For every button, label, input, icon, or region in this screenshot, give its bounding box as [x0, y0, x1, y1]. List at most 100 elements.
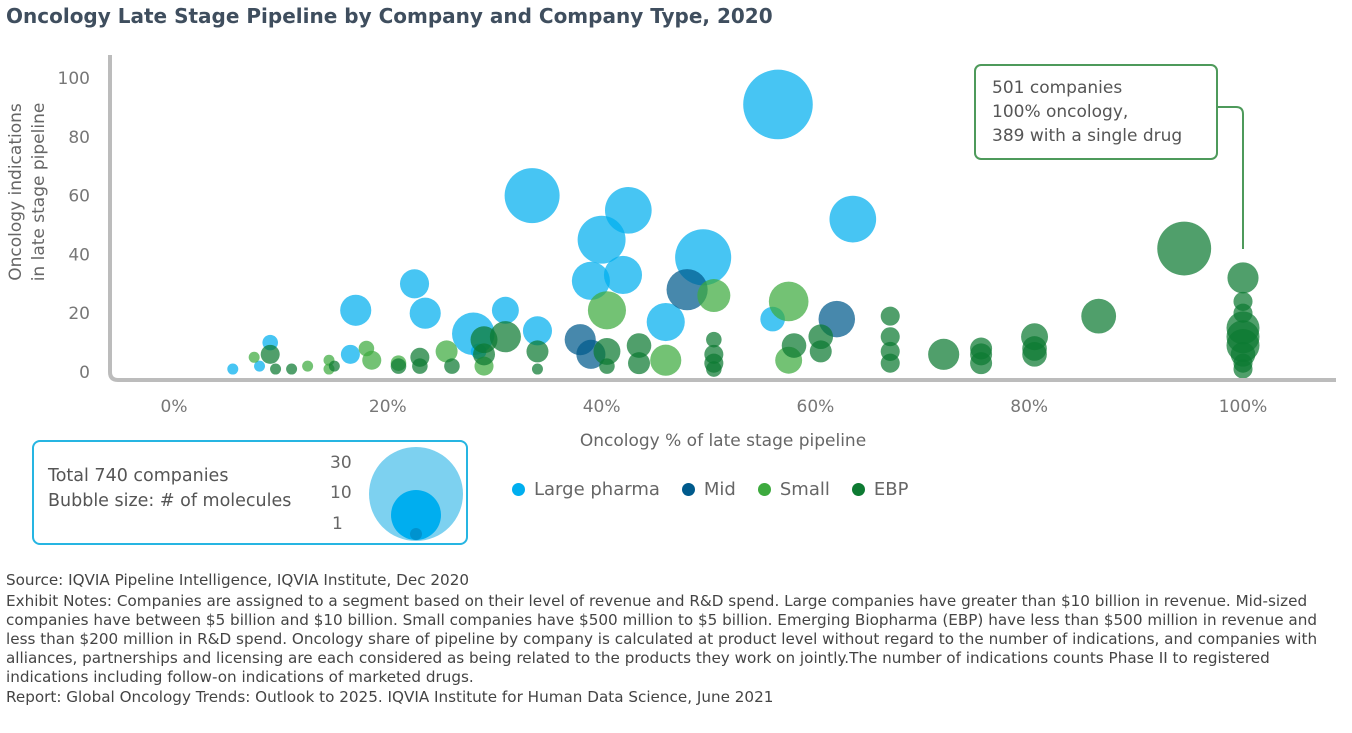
- bubble-large-pharma-5: [829, 195, 877, 243]
- legend-swatch-large-pharma: [512, 483, 525, 496]
- bubble-ebp-37: [412, 358, 428, 374]
- footnotes: Source: IQVIA Pipeline Intelligence, IQV…: [6, 571, 1350, 707]
- chart-axis: [108, 55, 1336, 382]
- bubble-ebp-5: [489, 321, 521, 353]
- bubble-ebp-43: [286, 363, 298, 375]
- legend-item-small: Small: [757, 479, 830, 500]
- bubble-small-8: [358, 340, 375, 357]
- bubble-ebp-41: [706, 361, 722, 377]
- bubble-mid-0: [666, 269, 708, 311]
- legend-swatch-mid: [681, 483, 695, 496]
- bubble-ebp-42: [270, 363, 282, 375]
- bubble-ebp-31: [880, 353, 900, 373]
- bubble-large-pharma-14: [491, 296, 519, 324]
- bubble-large-pharma-13: [522, 316, 553, 346]
- bubble-ebp-9: [593, 337, 621, 365]
- bubble-ebp-7: [1227, 262, 1259, 294]
- bubble-large-pharma-7: [571, 261, 610, 300]
- size-legend-bubble-10: [391, 490, 441, 540]
- bubble-large-pharma-4: [604, 186, 652, 234]
- y-axis-title-line-1: Oncology indications: [6, 103, 26, 281]
- legend-item-mid: Mid: [681, 479, 736, 500]
- bubble-ebp-35: [1233, 359, 1253, 379]
- size-legend-bubbles: [369, 447, 463, 541]
- size-legend-bubble-1: [410, 528, 422, 540]
- size-legend-caption: Bubble size: # of molecules: [48, 491, 292, 511]
- bubble-ebp-15: [1022, 342, 1047, 367]
- y-tick-label-40: 40: [68, 245, 90, 265]
- bubble-ebp-24: [260, 344, 280, 364]
- legend-label-ebp: EBP: [873, 479, 909, 500]
- tick-labels: 0% 20% 40% 60% 80% 100% 0 20 40 60 80 100: [58, 69, 1268, 417]
- bubble-ebp-12: [781, 333, 807, 358]
- bubble-ebp-38: [444, 358, 460, 374]
- annotation-line-1: 501 companies: [992, 78, 1122, 98]
- bubble-large-pharma-12: [399, 269, 430, 299]
- x-tick-label-40: 40%: [583, 397, 621, 417]
- y-tick-label-20: 20: [68, 304, 90, 324]
- x-axis-title: Oncology % of late stage pipeline: [580, 431, 866, 451]
- bubble-ebp-20: [809, 340, 832, 363]
- x-tick-label-60: 60%: [797, 397, 835, 417]
- bubble-ebp-29: [880, 327, 900, 347]
- bubble-ebp-40: [706, 331, 722, 348]
- annotation-line-3: 389 with a single drug: [992, 126, 1182, 146]
- x-tick-label-20: 20%: [369, 397, 407, 417]
- bubble-large-pharma-20: [254, 360, 266, 372]
- legend-item-ebp: EBP: [851, 479, 909, 500]
- y-tick-label-0: 0: [79, 363, 90, 383]
- bubble-ebp-36: [390, 358, 407, 374]
- bubble-large-pharma-0: [743, 69, 813, 140]
- legend-swatch-small: [757, 483, 771, 496]
- annotation-callout: 501 companies 100% oncology, 389 with a …: [974, 64, 1244, 249]
- annotation-leader-line: [1217, 106, 1244, 249]
- bubble-large-pharma-16: [340, 344, 360, 364]
- bubble-large-pharma-19: [227, 363, 239, 375]
- bubble-small-1: [587, 291, 626, 330]
- annotation-line-2: 100% oncology,: [992, 102, 1128, 122]
- bubble-small-11: [302, 360, 314, 372]
- bubble-small-2: [697, 279, 731, 313]
- y-tick-label-100: 100: [58, 69, 90, 89]
- bubble-ebp-44: [328, 360, 340, 372]
- bubble-large-pharma-10: [340, 294, 372, 326]
- legend-swatch-ebp: [851, 483, 865, 496]
- exhibit-notes: Exhibit Notes: Companies are assigned to…: [6, 592, 1318, 686]
- bubble-ebp-33: [1233, 303, 1253, 323]
- bubble-ebp-6: [928, 338, 960, 370]
- bubble-ebp-28: [880, 306, 900, 326]
- source-note: Source: IQVIA Pipeline Intelligence, IQV…: [6, 571, 470, 589]
- bubble-ebp-19: [628, 352, 651, 375]
- legend-label-mid: Mid: [703, 479, 736, 500]
- bubble-ebp-0: [1157, 221, 1212, 276]
- y-axis-title-line-2: in late stage pipeline: [29, 103, 49, 282]
- bubble-small-10: [248, 351, 260, 363]
- size-legend-label-1: 1: [332, 514, 343, 534]
- legend-item-large-pharma: Large pharma: [512, 479, 660, 500]
- bubble-large-pharma-2: [504, 168, 560, 224]
- bubble-ebp-45: [531, 363, 543, 375]
- legend-label-small: Small: [779, 479, 830, 500]
- bubble-chart: 0% 20% 40% 60% 80% 100% 0 20 40 60 80 100 Oncology …: [6, 55, 1336, 451]
- annotation-box: [974, 64, 1218, 160]
- bubble-size-legend: Total 740 companies Bubble size: # of mo…: [32, 440, 468, 545]
- bubble-small-0: [768, 281, 809, 322]
- bubble-ebp-23: [970, 352, 993, 375]
- bubble-ebp-39: [599, 358, 615, 374]
- size-legend-label-10: 10: [330, 483, 352, 503]
- y-tick-label-60: 60: [68, 187, 90, 207]
- bubble-large-pharma-11: [409, 297, 441, 329]
- bubble-large-pharma-8: [603, 255, 643, 295]
- report-note: Report: Global Oncology Trends: Outlook …: [6, 688, 774, 706]
- bubble-layer: [227, 69, 1260, 379]
- series-legend: Large pharma Mid Small EBP: [512, 479, 908, 500]
- bubble-small-3: [650, 344, 682, 376]
- bubble-ebp-18: [526, 340, 549, 363]
- legend-label-large-pharma: Large pharma: [534, 479, 660, 500]
- bubble-small-5: [435, 340, 458, 363]
- x-tick-label-0: 0%: [161, 397, 188, 417]
- chart-title: Oncology Late Stage Pipeline by Company …: [6, 4, 773, 28]
- bubble-ebp-1: [1081, 298, 1117, 334]
- size-legend-label-30: 30: [330, 453, 352, 473]
- size-legend-total: Total 740 companies: [48, 466, 229, 486]
